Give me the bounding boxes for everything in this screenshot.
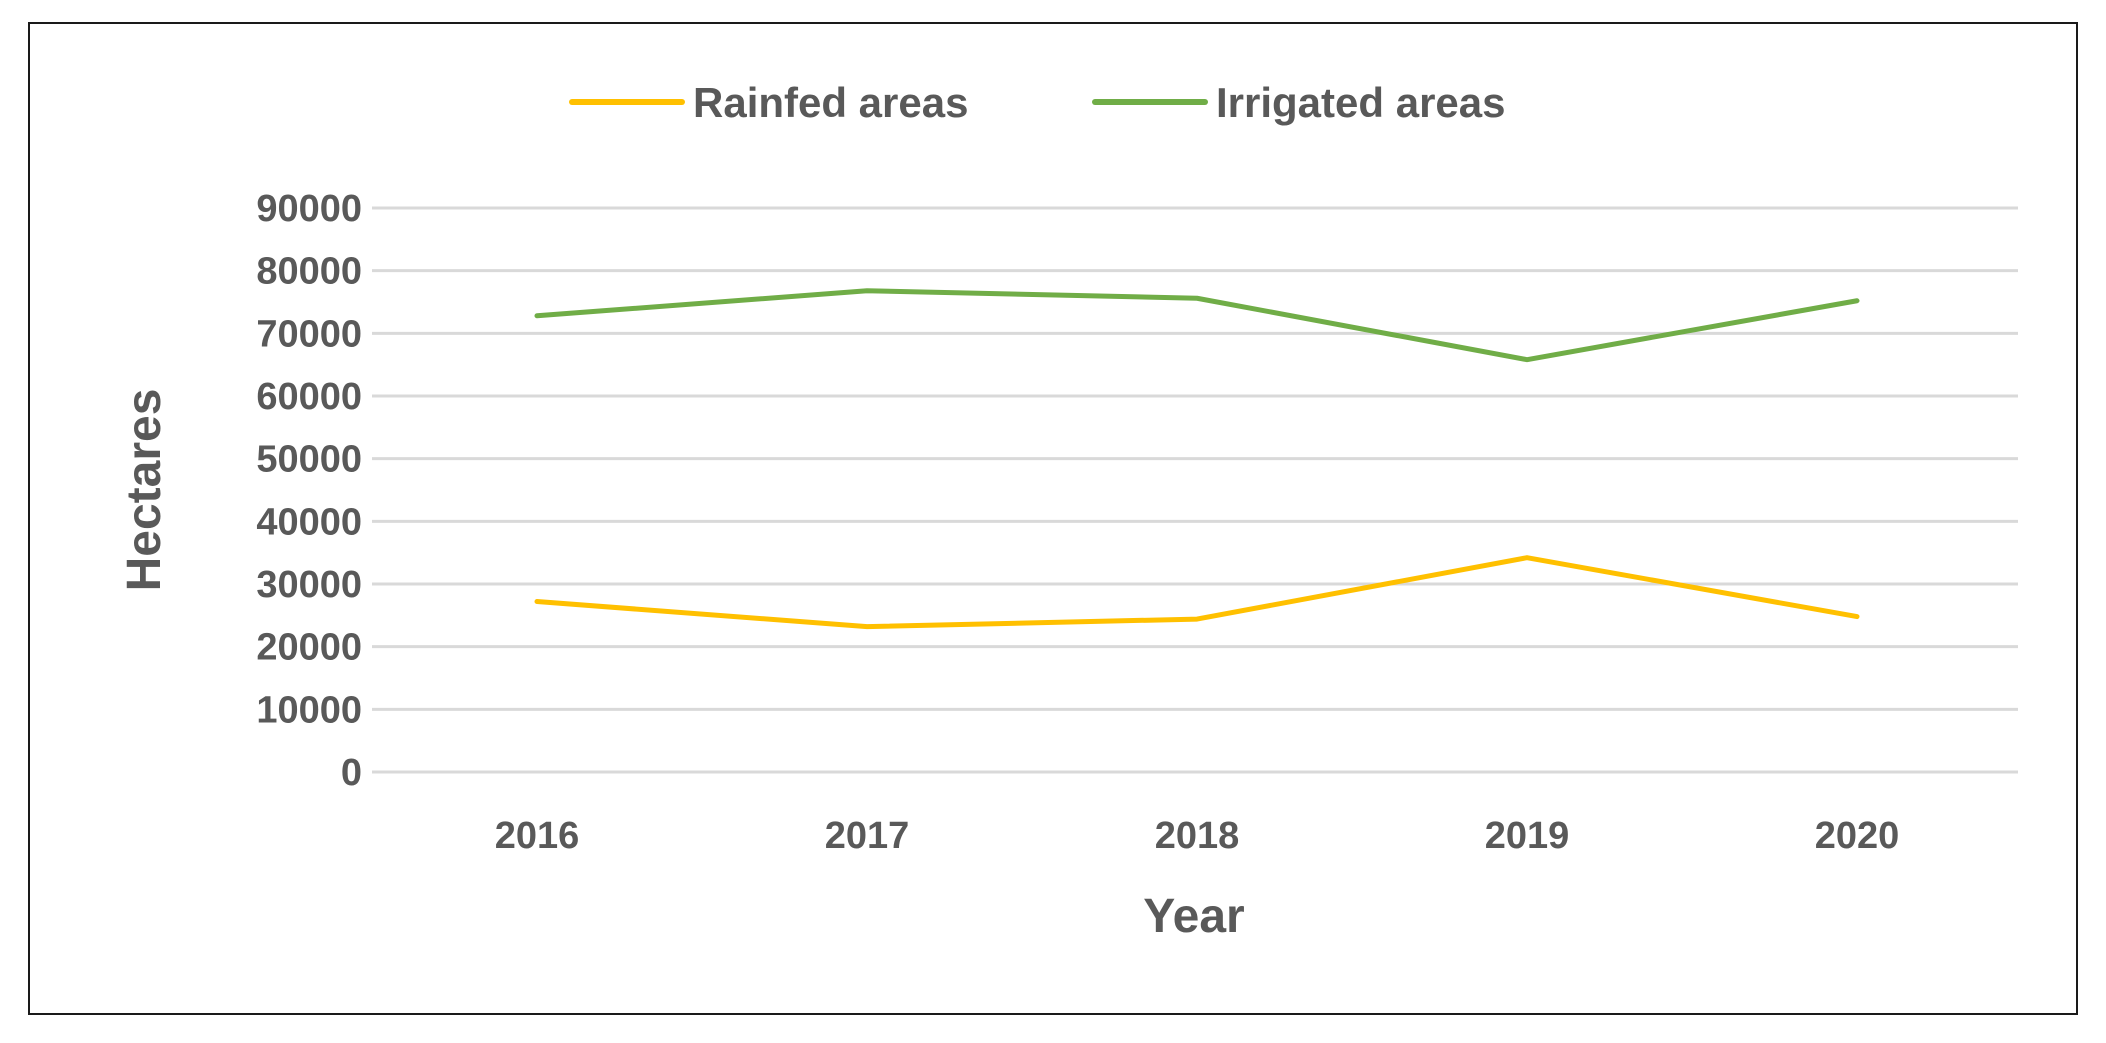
x-tick-label: 2020: [1815, 815, 1900, 857]
y-axis-title: Hectares: [118, 389, 171, 592]
y-axis-ticks: 0 10000 20000 30000 40000 50000 60000 70000 8000…: [256, 188, 362, 794]
chart-frame: [28, 22, 2078, 1015]
legend: Rainfed areas Irrigated areas: [569, 79, 1506, 126]
x-tick-label: 2019: [1485, 815, 1570, 857]
gridlines: [372, 206, 2018, 774]
y-tick-label: 0: [341, 752, 362, 794]
x-tick-label: 2017: [825, 815, 910, 857]
series-lines: [534, 288, 1860, 630]
series-line-irrigated: [534, 288, 1860, 363]
legend-label-rainfed: Rainfed areas: [693, 79, 968, 126]
y-tick-label: 90000: [256, 188, 362, 230]
x-tick-label: 2018: [1155, 815, 1240, 857]
x-axis-ticks: 2016 2017 2018 2019 2020: [495, 815, 1900, 857]
y-tick-label: 40000: [256, 501, 362, 543]
series-line-rainfed: [534, 555, 1860, 630]
y-tick-label: 80000: [256, 251, 362, 293]
legend-label-irrigated: Irrigated areas: [1216, 79, 1506, 126]
y-tick-label: 50000: [256, 439, 362, 481]
x-axis-title: Year: [1143, 890, 1244, 943]
y-tick-label: 70000: [256, 313, 362, 355]
y-tick-label: 60000: [256, 376, 362, 418]
y-tick-label: 20000: [256, 627, 362, 669]
y-tick-label: 10000: [256, 689, 362, 731]
y-tick-label: 30000: [256, 564, 362, 606]
x-tick-label: 2016: [495, 815, 580, 857]
